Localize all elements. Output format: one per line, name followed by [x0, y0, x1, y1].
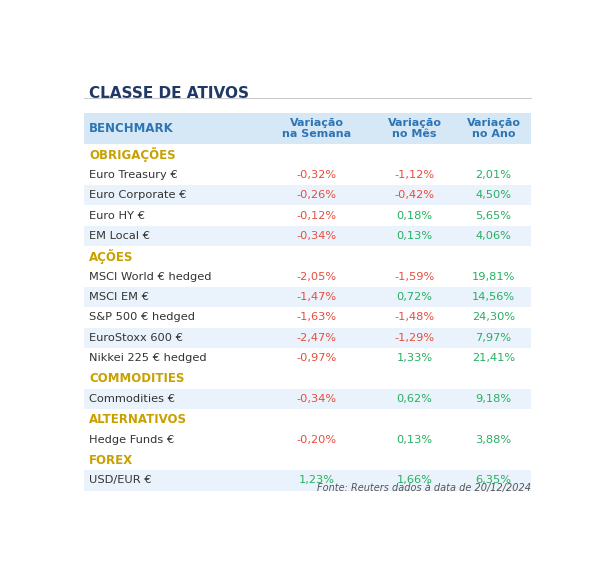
FancyBboxPatch shape [84, 430, 531, 450]
FancyBboxPatch shape [84, 246, 531, 266]
Text: 0,13%: 0,13% [397, 435, 433, 445]
Text: Euro HY €: Euro HY € [89, 211, 145, 221]
FancyBboxPatch shape [84, 287, 531, 307]
FancyBboxPatch shape [84, 450, 531, 470]
Text: -1,29%: -1,29% [394, 333, 434, 343]
Text: -0,97%: -0,97% [296, 353, 337, 363]
Text: AÇÕES: AÇÕES [89, 249, 133, 264]
Text: 0,18%: 0,18% [397, 211, 433, 221]
Text: -1,63%: -1,63% [297, 312, 337, 323]
Text: 1,33%: 1,33% [397, 353, 433, 363]
Text: Euro Corporate €: Euro Corporate € [89, 190, 187, 200]
FancyBboxPatch shape [84, 266, 531, 287]
Text: MSCI World € hedged: MSCI World € hedged [89, 272, 211, 282]
FancyBboxPatch shape [84, 164, 531, 185]
Text: BENCHMARK: BENCHMARK [89, 122, 174, 135]
Text: 9,18%: 9,18% [475, 394, 512, 404]
FancyBboxPatch shape [84, 409, 531, 430]
Text: 7,97%: 7,97% [475, 333, 512, 343]
Text: -1,59%: -1,59% [394, 272, 434, 282]
Text: MSCI EM €: MSCI EM € [89, 292, 149, 302]
Text: S&P 500 € hedged: S&P 500 € hedged [89, 312, 195, 323]
FancyBboxPatch shape [84, 470, 531, 491]
Text: 6,35%: 6,35% [476, 476, 511, 485]
Text: -2,47%: -2,47% [297, 333, 337, 343]
Text: 4,50%: 4,50% [476, 190, 511, 200]
Text: 14,56%: 14,56% [472, 292, 515, 302]
FancyBboxPatch shape [84, 328, 531, 348]
Text: -0,20%: -0,20% [297, 435, 337, 445]
Text: -2,05%: -2,05% [297, 272, 337, 282]
Text: -0,26%: -0,26% [297, 190, 337, 200]
FancyBboxPatch shape [84, 389, 531, 409]
Text: 21,41%: 21,41% [472, 353, 515, 363]
Text: 3,88%: 3,88% [475, 435, 512, 445]
Text: 2,01%: 2,01% [476, 170, 511, 180]
FancyBboxPatch shape [84, 348, 531, 368]
FancyBboxPatch shape [84, 144, 531, 164]
Text: Commodities €: Commodities € [89, 394, 175, 404]
Text: 5,65%: 5,65% [476, 211, 511, 221]
FancyBboxPatch shape [84, 368, 531, 389]
Text: EM Local €: EM Local € [89, 231, 150, 241]
Text: -0,34%: -0,34% [297, 231, 337, 241]
Text: 19,81%: 19,81% [472, 272, 515, 282]
Text: USD/EUR €: USD/EUR € [89, 476, 152, 485]
Text: Variação
na Semana: Variação na Semana [282, 118, 352, 140]
Text: 0,13%: 0,13% [397, 231, 433, 241]
FancyBboxPatch shape [84, 185, 531, 205]
Text: Euro Treasury €: Euro Treasury € [89, 170, 178, 180]
FancyBboxPatch shape [84, 226, 531, 246]
FancyBboxPatch shape [84, 307, 531, 328]
Text: COMMODITIES: COMMODITIES [89, 372, 184, 385]
Text: EuroStoxx 600 €: EuroStoxx 600 € [89, 333, 183, 343]
Text: 0,72%: 0,72% [397, 292, 433, 302]
Text: -0,42%: -0,42% [394, 190, 434, 200]
Text: Hedge Funds €: Hedge Funds € [89, 435, 174, 445]
Text: -0,12%: -0,12% [297, 211, 337, 221]
Text: -1,48%: -1,48% [394, 312, 434, 323]
Text: ALTERNATIVOS: ALTERNATIVOS [89, 413, 187, 426]
Text: 0,62%: 0,62% [397, 394, 433, 404]
Text: 4,06%: 4,06% [476, 231, 511, 241]
Text: -0,34%: -0,34% [297, 394, 337, 404]
Text: -1,12%: -1,12% [394, 170, 434, 180]
Text: Variação
no Ano: Variação no Ano [467, 118, 521, 140]
FancyBboxPatch shape [84, 113, 531, 144]
Text: Fonte: Reuters dados à data de 20/12/2024: Fonte: Reuters dados à data de 20/12/202… [317, 483, 531, 493]
Text: CLASSE DE ATIVOS: CLASSE DE ATIVOS [89, 86, 249, 101]
Text: 1,23%: 1,23% [299, 476, 335, 485]
Text: 1,66%: 1,66% [397, 476, 433, 485]
Text: -1,47%: -1,47% [297, 292, 337, 302]
Text: Variação
no Mês: Variação no Mês [388, 118, 442, 140]
Text: 24,30%: 24,30% [472, 312, 515, 323]
FancyBboxPatch shape [84, 205, 531, 226]
Text: Nikkei 225 € hedged: Nikkei 225 € hedged [89, 353, 206, 363]
Text: -0,32%: -0,32% [297, 170, 337, 180]
Text: OBRIGAÇÕES: OBRIGAÇÕES [89, 147, 176, 162]
Text: FOREX: FOREX [89, 454, 133, 467]
